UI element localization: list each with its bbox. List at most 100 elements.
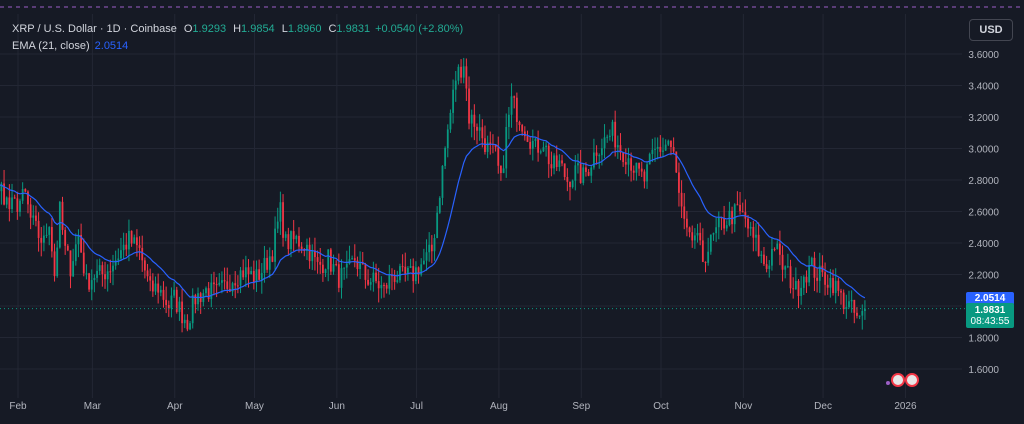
candle-body — [298, 235, 300, 247]
candle-body — [794, 280, 797, 290]
time-tick-label: Aug — [490, 401, 508, 412]
time-axis[interactable]: Feb Mar Apr May Jun Jul Aug Sep Oct Nov Dec 2026 — [9, 401, 917, 412]
candle-body — [654, 148, 656, 150]
candle-body — [8, 197, 11, 210]
time-tick-label: Oct — [653, 401, 669, 412]
candle-body — [789, 266, 792, 289]
candle-body — [367, 279, 369, 285]
candle-body — [824, 272, 826, 285]
candle-body — [58, 201, 61, 248]
candle-body — [858, 315, 861, 317]
candle-body — [444, 148, 447, 166]
candle-body — [244, 267, 247, 278]
price-tick-label: 3.4000 — [968, 82, 999, 93]
us-flag-event-icon[interactable] — [891, 373, 905, 387]
candle-body — [805, 276, 808, 283]
time-tick-label: Jun — [329, 401, 345, 412]
candle-body — [494, 144, 497, 148]
candle-body — [566, 177, 569, 182]
candle-body — [359, 263, 361, 270]
candle-body — [151, 280, 154, 292]
candle-body — [430, 244, 433, 252]
candle-body — [143, 260, 146, 271]
candle-body — [332, 264, 335, 272]
candle-body — [37, 220, 40, 238]
price-tick-label: 2.6000 — [968, 208, 999, 219]
candle-body — [476, 126, 478, 131]
ema-label[interactable]: EMA (21, close) — [12, 40, 90, 52]
candle-body — [43, 235, 45, 243]
candle-body — [260, 273, 263, 280]
currency-button[interactable]: USD — [969, 19, 1013, 41]
candle-body — [252, 270, 255, 283]
event-icons[interactable] — [886, 373, 919, 387]
candle-body — [436, 212, 439, 239]
candle-body — [420, 264, 423, 275]
plus-event-icon[interactable] — [886, 381, 890, 385]
time-tick-label: Feb — [9, 401, 27, 412]
candle-body — [473, 114, 476, 127]
candle-body — [258, 269, 261, 280]
candle-body — [763, 254, 765, 265]
candle-body — [372, 272, 375, 283]
candle-body — [632, 170, 635, 173]
candle-body — [141, 247, 144, 261]
candle-body — [752, 226, 755, 238]
candle-body — [72, 261, 75, 277]
candle-body — [194, 295, 197, 305]
candle-body — [553, 155, 555, 169]
candle-body — [640, 168, 643, 172]
candle-body — [178, 301, 181, 312]
candle-body — [595, 152, 598, 156]
candle-body — [452, 89, 454, 113]
candle-body — [205, 288, 207, 294]
open-value: 1.9293 — [192, 23, 227, 35]
candle-body — [364, 264, 367, 280]
candle-body — [414, 267, 417, 282]
candle-body — [582, 167, 585, 183]
candle-body — [500, 165, 502, 174]
candle-body — [486, 142, 489, 152]
candle-body — [608, 135, 611, 137]
candle-body — [802, 276, 805, 288]
candle-body — [279, 202, 282, 222]
candle-body — [50, 227, 53, 252]
last-price-tag: 1.9831 08:43:55 — [966, 303, 1014, 328]
candle-body — [563, 163, 566, 178]
candle-body — [428, 244, 431, 253]
candle-body — [709, 234, 712, 252]
candle-body — [24, 189, 27, 192]
candle-body — [56, 247, 59, 277]
bar-countdown: 08:43:55 — [970, 316, 1010, 327]
candle-body — [101, 265, 104, 275]
candle-body — [515, 97, 518, 122]
candle-body — [848, 301, 850, 308]
candle-body — [462, 66, 465, 78]
candle-body — [186, 319, 189, 330]
candle-body — [234, 283, 237, 286]
candle-body — [149, 276, 152, 281]
ema-line — [0, 133, 866, 299]
candle-body — [311, 250, 314, 262]
us-flag-event-icon-2[interactable] — [905, 373, 919, 387]
time-tick-label: Sep — [572, 401, 590, 412]
candle-body — [739, 204, 741, 212]
candle-body — [646, 164, 648, 182]
candle-body — [417, 267, 420, 275]
candle-body — [603, 137, 606, 149]
candlestick-series — [0, 57, 866, 333]
candle-body — [606, 136, 609, 138]
candle-body — [749, 226, 752, 229]
candle-body — [672, 147, 675, 152]
candle-body — [106, 271, 109, 280]
candle-body — [343, 267, 346, 269]
candle-body — [250, 270, 253, 275]
candle-body — [109, 271, 112, 273]
price-tick-label: 2.4000 — [968, 239, 999, 250]
candle-body — [683, 206, 686, 219]
symbol-label[interactable]: XRP / U.S. Dollar · 1D · Coinbase — [12, 23, 177, 35]
candle-body — [175, 289, 178, 312]
candle-body — [755, 234, 757, 238]
